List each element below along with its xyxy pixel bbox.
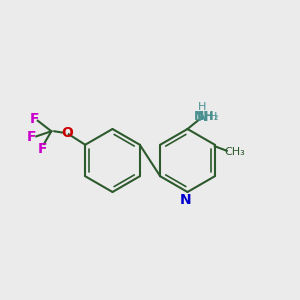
Text: N: N — [197, 110, 208, 124]
Text: F: F — [38, 142, 47, 156]
Text: H: H — [209, 112, 217, 122]
Text: CH₃: CH₃ — [224, 147, 245, 157]
Text: F: F — [30, 112, 40, 126]
Text: H: H — [198, 102, 207, 112]
Text: NH: NH — [194, 110, 214, 124]
Text: ₂: ₂ — [213, 112, 218, 122]
Text: F: F — [27, 130, 37, 144]
Text: O: O — [61, 126, 73, 140]
Text: N: N — [180, 193, 192, 206]
